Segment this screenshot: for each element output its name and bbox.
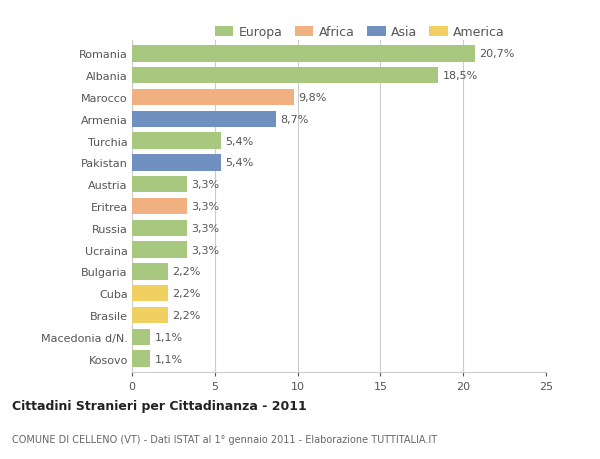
- Bar: [132, 351, 150, 367]
- Text: 3,3%: 3,3%: [191, 202, 219, 212]
- Bar: [132, 155, 221, 171]
- Text: 3,3%: 3,3%: [191, 180, 219, 190]
- Bar: [132, 307, 169, 324]
- Text: 2,2%: 2,2%: [173, 267, 201, 277]
- Text: 18,5%: 18,5%: [443, 71, 478, 81]
- Bar: [132, 68, 439, 84]
- Bar: [132, 242, 187, 258]
- Text: 8,7%: 8,7%: [280, 115, 308, 124]
- Bar: [132, 329, 150, 345]
- Text: 2,2%: 2,2%: [173, 310, 201, 320]
- Bar: [132, 220, 187, 236]
- Text: 5,4%: 5,4%: [226, 136, 254, 146]
- Text: 3,3%: 3,3%: [191, 245, 219, 255]
- Bar: [132, 90, 294, 106]
- Legend: Europa, Africa, Asia, America: Europa, Africa, Asia, America: [209, 21, 510, 44]
- Text: 20,7%: 20,7%: [479, 50, 514, 59]
- Bar: [132, 112, 276, 128]
- Bar: [132, 285, 169, 302]
- Text: 9,8%: 9,8%: [298, 93, 327, 103]
- Text: 1,1%: 1,1%: [154, 354, 182, 364]
- Text: 1,1%: 1,1%: [154, 332, 182, 342]
- Bar: [132, 177, 187, 193]
- Text: 5,4%: 5,4%: [226, 158, 254, 168]
- Text: 3,3%: 3,3%: [191, 223, 219, 233]
- Bar: [132, 133, 221, 150]
- Bar: [132, 46, 475, 62]
- Text: Cittadini Stranieri per Cittadinanza - 2011: Cittadini Stranieri per Cittadinanza - 2…: [12, 399, 307, 412]
- Text: COMUNE DI CELLENO (VT) - Dati ISTAT al 1° gennaio 2011 - Elaborazione TUTTITALIA: COMUNE DI CELLENO (VT) - Dati ISTAT al 1…: [12, 434, 437, 444]
- Bar: [132, 198, 187, 215]
- Text: 2,2%: 2,2%: [173, 289, 201, 298]
- Bar: [132, 263, 169, 280]
